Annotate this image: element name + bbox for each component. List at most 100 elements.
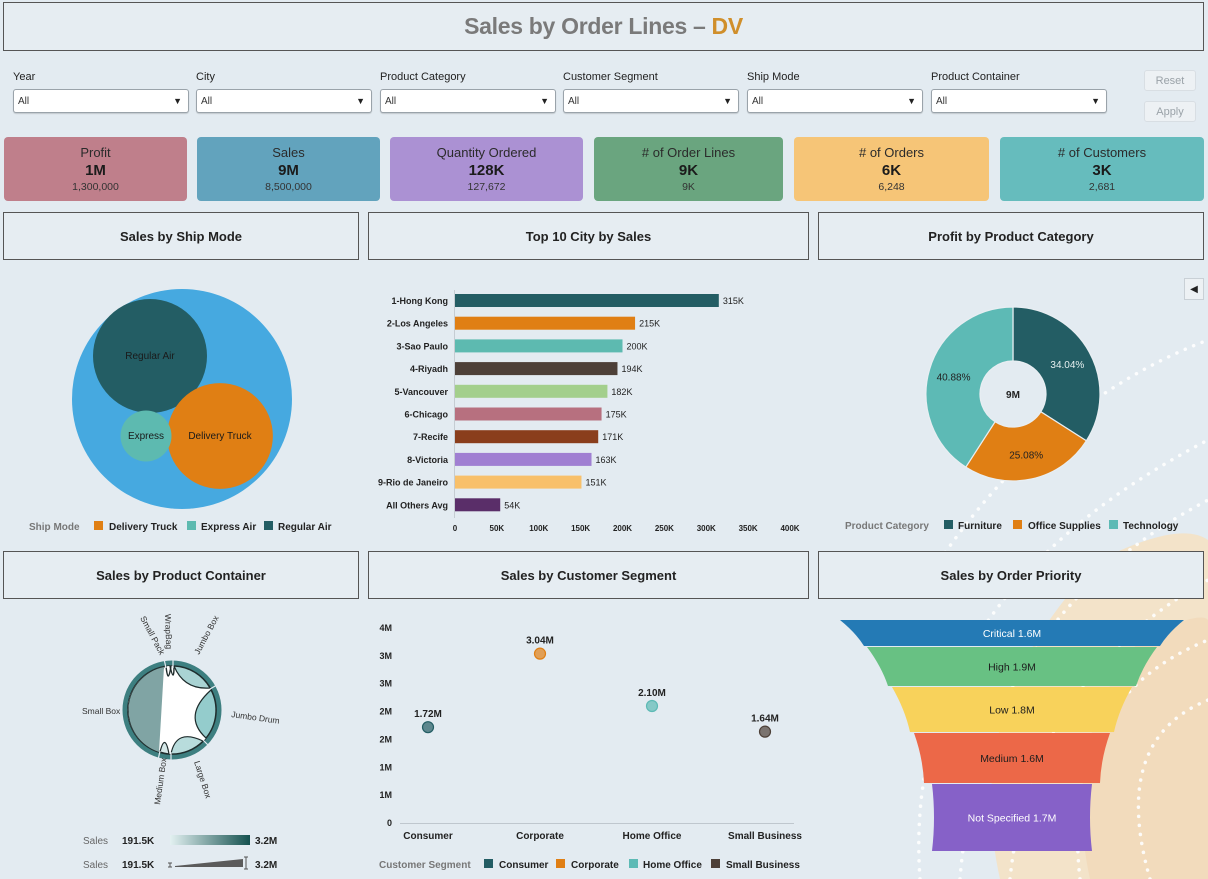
customer-segment-select[interactable]: All ▼ bbox=[563, 89, 739, 113]
select-value: All bbox=[568, 95, 580, 107]
chord-node-label: WrapBag bbox=[163, 614, 174, 650]
filter-product-container: Product Container All ▼ bbox=[931, 71, 1107, 113]
bubble-label: Delivery Truck bbox=[188, 431, 252, 442]
legend-item[interactable]: Regular Air bbox=[278, 522, 332, 533]
chord-jumbo-box[interactable] bbox=[173, 665, 211, 689]
city-bar[interactable] bbox=[455, 316, 636, 330]
product-container-select[interactable]: All ▼ bbox=[931, 89, 1107, 113]
ship-mode-chart: Regular Air Delivery Truck Express Ship … bbox=[29, 289, 332, 533]
city-bar[interactable] bbox=[455, 498, 501, 512]
chord-outer-ring bbox=[122, 660, 222, 760]
legend-swatch bbox=[556, 859, 565, 868]
city-bar[interactable] bbox=[455, 407, 602, 421]
reset-button[interactable]: Reset bbox=[1144, 70, 1196, 91]
panel-title-top-city: Top 10 City by Sales bbox=[368, 212, 809, 260]
kpi-subvalue: 8,500,000 bbox=[265, 181, 312, 193]
x-tick-label: 150K bbox=[571, 524, 590, 533]
city-bar[interactable] bbox=[455, 475, 582, 489]
segment-point[interactable] bbox=[645, 699, 659, 713]
segment-point[interactable] bbox=[533, 647, 547, 660]
point-value-label: 3.04M bbox=[526, 636, 554, 647]
city-bar[interactable] bbox=[455, 452, 592, 466]
chord-node-label: Medium Box bbox=[152, 756, 169, 805]
bar-value-label: 171K bbox=[602, 432, 623, 442]
kpi-label: # of Customers bbox=[1057, 145, 1147, 160]
legend-item[interactable]: Furniture bbox=[958, 521, 1002, 532]
product-category-select[interactable]: All ▼ bbox=[380, 89, 556, 113]
donut-slice[interactable] bbox=[1012, 306, 1101, 442]
city-bar[interactable] bbox=[455, 384, 608, 398]
filter-ship-mode: Ship Mode All ▼ bbox=[747, 71, 923, 113]
bubble-regular-air[interactable] bbox=[93, 299, 207, 413]
legend-item[interactable]: Home Office bbox=[643, 860, 702, 871]
legend-item[interactable]: Corporate bbox=[571, 860, 619, 871]
filter-city: City All ▼ bbox=[196, 71, 372, 113]
kpi-label: # of Order Lines bbox=[641, 145, 736, 160]
customer-segment-scatter-chart: 0 1M 1M 2M 2M 3M 3M 4M 1.72M 3.04M 2.10M 1.64M Con… bbox=[379, 623, 802, 871]
city-bar[interactable] bbox=[455, 294, 719, 307]
bar-value-label: 315K bbox=[723, 296, 744, 306]
chord-node-label: Small Pack bbox=[138, 614, 167, 657]
bar-category-label: 6-Chicago bbox=[404, 410, 448, 420]
x-tick-label: 200K bbox=[613, 524, 632, 533]
bar-category-label: 7-Recife bbox=[413, 432, 448, 442]
funnel-stage-label: High 1.9M bbox=[988, 662, 1036, 674]
y-tick-label: 4M bbox=[379, 623, 392, 633]
chord-medium-box[interactable] bbox=[159, 741, 170, 755]
select-value: All bbox=[385, 95, 397, 107]
legend-item[interactable]: Technology bbox=[1123, 521, 1179, 532]
caret-left-icon: ◀ bbox=[1190, 283, 1198, 295]
year-select[interactable]: All ▼ bbox=[13, 89, 189, 113]
apply-button[interactable]: Apply bbox=[1144, 101, 1196, 122]
legend-item[interactable]: Express Air bbox=[201, 522, 256, 533]
product-container-legend: Sales 191.5K 3.2M Sales 191.5K 3.2M bbox=[83, 835, 277, 871]
donut-center-label: 9M bbox=[1006, 390, 1020, 401]
kpi-quantity-ordered[interactable]: Quantity Ordered 128K 127,672 bbox=[390, 137, 583, 201]
kpi-order-lines[interactable]: # of Order Lines 9K 9K bbox=[594, 137, 783, 201]
bar-value-label: 163K bbox=[596, 455, 617, 465]
kpi-sales[interactable]: Sales 9M 8,500,000 bbox=[197, 137, 380, 201]
y-tick-label: 3M bbox=[379, 651, 392, 661]
panel-title-ship-mode: Sales by Ship Mode bbox=[3, 212, 359, 260]
kpi-value: 3K bbox=[1092, 162, 1112, 179]
x-tick-label: 350K bbox=[739, 524, 758, 533]
segment-point[interactable] bbox=[758, 725, 772, 738]
collapse-panel-button[interactable]: ◀ bbox=[1184, 278, 1204, 300]
y-tick-label: 1M bbox=[379, 790, 392, 800]
kpi-profit[interactable]: Profit 1M 1,300,000 bbox=[4, 137, 187, 201]
city-select[interactable]: All ▼ bbox=[196, 89, 372, 113]
x-tick-label: Consumer bbox=[403, 831, 453, 842]
chord-wrapbag[interactable] bbox=[169, 665, 175, 676]
dropdown-caret-icon: ▼ bbox=[723, 96, 732, 106]
dropdown-caret-icon: ▼ bbox=[907, 96, 916, 106]
y-tick-label: 0 bbox=[387, 818, 392, 828]
legend-item[interactable]: Office Supplies bbox=[1028, 521, 1101, 532]
size-min-marker bbox=[168, 862, 172, 868]
filter-label: City bbox=[196, 71, 215, 83]
bubble-label: Regular Air bbox=[125, 351, 175, 362]
bubble-delivery-truck[interactable] bbox=[167, 383, 273, 489]
x-tick-label: 300K bbox=[697, 524, 716, 533]
legend-item[interactable]: Consumer bbox=[499, 860, 549, 871]
kpi-customers[interactable]: # of Customers 3K 2,681 bbox=[1000, 137, 1204, 201]
city-bar[interactable] bbox=[455, 362, 618, 376]
bar-category-label: All Others Avg bbox=[386, 500, 448, 510]
chord-node-label: Large Box bbox=[192, 760, 214, 801]
kpi-label: # of Orders bbox=[858, 145, 925, 160]
size-max-marker bbox=[244, 856, 248, 870]
legend-swatch bbox=[187, 521, 196, 530]
kpi-value: 128K bbox=[468, 162, 505, 179]
segment-point[interactable] bbox=[421, 721, 435, 734]
kpi-orders[interactable]: # of Orders 6K 6,248 bbox=[794, 137, 989, 201]
chord-jumbo-drum[interactable] bbox=[194, 689, 217, 739]
city-bar[interactable] bbox=[455, 430, 599, 444]
bubble-express-air[interactable] bbox=[120, 410, 172, 462]
y-tick-label: 2M bbox=[379, 707, 392, 717]
legend-item[interactable]: Small Business bbox=[726, 860, 800, 871]
ship-mode-select[interactable]: All ▼ bbox=[747, 89, 923, 113]
bubble-label: Express bbox=[128, 431, 164, 442]
x-tick-label: Corporate bbox=[516, 831, 564, 842]
legend-item[interactable]: Delivery Truck bbox=[109, 522, 178, 533]
city-bar[interactable] bbox=[455, 339, 623, 353]
legend-swatch bbox=[711, 859, 720, 868]
